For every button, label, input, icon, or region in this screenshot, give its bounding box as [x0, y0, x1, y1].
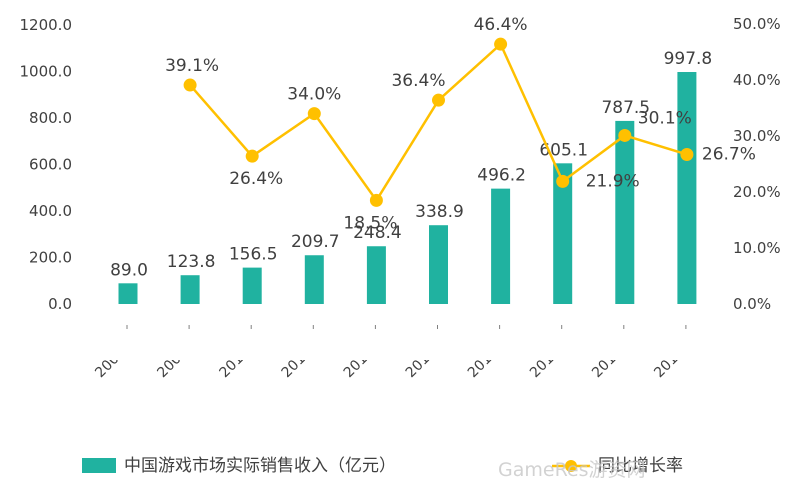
bar-2016 [615, 120, 635, 304]
rate-label: 34.0% [287, 85, 341, 105]
rate-label: 18.5% [343, 213, 397, 233]
y-left-tick-label: 1200.0 [20, 16, 73, 34]
y-left-tick-label: 200.0 [29, 249, 72, 267]
legend-swatch-bar [82, 458, 116, 473]
growth-rate-point-2011 [307, 107, 321, 121]
bar-label: 156.5 [229, 245, 278, 265]
growth-rate-point-2015 [556, 174, 570, 188]
y-right-tick-label: 0.0% [733, 295, 771, 313]
bar-label: 123.8 [167, 252, 216, 272]
y-left-tick-label: 400.0 [29, 202, 72, 220]
bar-2015 [553, 163, 573, 304]
rate-label: 46.4% [474, 15, 528, 35]
y-right-tick-label: 50.0% [733, 15, 781, 33]
bar-label: 496.2 [477, 166, 526, 186]
bar-label: 787.5 [601, 98, 650, 118]
rate-label: 30.1% [638, 108, 692, 128]
y-left-tick-label: 0.0 [48, 295, 72, 313]
watermark: GameRes游资网 [498, 459, 646, 481]
bar-2008 [118, 283, 138, 304]
growth-rate-point-2012 [369, 193, 383, 207]
bar-label: 338.9 [415, 202, 464, 222]
x-label-clip [0, 330, 800, 360]
bar-2010 [242, 267, 262, 304]
rate-label: 26.4% [229, 169, 283, 189]
growth-rate-point-2009 [183, 78, 197, 92]
bar-2012 [366, 246, 386, 304]
bar-label: 89.0 [110, 260, 148, 280]
legend-label-line: 同比增长率 [598, 456, 683, 476]
rate-label: 21.9% [586, 171, 640, 191]
rate-label: 36.4% [391, 71, 445, 91]
bar-2017 [677, 72, 697, 304]
growth-rate-point-2016 [618, 128, 632, 142]
bar-2011 [304, 255, 324, 304]
y-right-tick-label: 10.0% [733, 239, 781, 257]
y-right-tick-label: 30.0% [733, 127, 781, 145]
bar-2014 [491, 188, 511, 304]
y-left-tick-label: 1000.0 [20, 63, 73, 81]
y-right-tick-label: 20.0% [733, 183, 781, 201]
legend-label-bar: 中国游戏市场实际销售收入（亿元） [124, 456, 396, 476]
y-left-tick-label: 800.0 [29, 109, 72, 127]
growth-rate-point-2014 [494, 37, 508, 51]
bar-label: 248.4 [353, 223, 402, 243]
bar-label: 997.8 [664, 49, 713, 69]
bar-label: 209.7 [291, 232, 340, 252]
growth-rate-point-2017 [680, 147, 694, 161]
legend-swatch-marker [565, 460, 577, 472]
rate-label: 26.7% [702, 144, 756, 164]
rate-label: 39.1% [165, 56, 219, 76]
y-left-tick-label: 600.0 [29, 156, 72, 174]
bar-2009 [180, 275, 200, 304]
bar-2013 [429, 225, 448, 304]
x-label-clip-bottom [0, 408, 800, 448]
growth-rate-point-2013 [432, 93, 445, 107]
growth-rate-point-2010 [245, 149, 259, 163]
y-right-tick-label: 40.0% [733, 71, 781, 89]
